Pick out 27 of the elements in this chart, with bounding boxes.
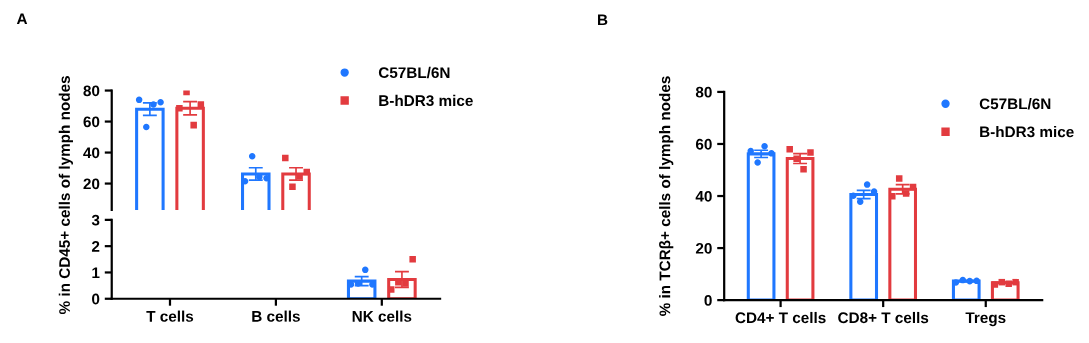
y-axis-title: % in CD45+ cells of lymph nodes [58, 76, 73, 315]
legend-label: C57BL/6N [378, 66, 450, 79]
y-tick-label: 3 [91, 214, 100, 226]
y-tick-label: 2 [91, 241, 100, 252]
legend-label: B-hDR3 mice [980, 126, 1074, 138]
y-tick-label: 20 [83, 178, 100, 190]
y-tick-label: 0 [92, 293, 100, 305]
y-tick-label: 60 [695, 138, 712, 150]
y-tick-label: 80 [83, 85, 100, 97]
legend-label: B-hDR3 mice [379, 94, 473, 107]
y-tick-label: 1 [92, 267, 100, 278]
y-tick-label: 20 [695, 242, 712, 254]
y-axis-title: % in TCRβ+ cells of lymph nodes [659, 76, 674, 316]
x-tick-label: CD8+ T cells [838, 311, 929, 324]
y-tick-label: 60 [83, 116, 100, 128]
x-tick-label: CD4+ T cells [735, 311, 826, 324]
y-tick-label: 40 [695, 190, 712, 202]
chart-title: B [598, 14, 608, 26]
x-tick-label: T cells [146, 310, 194, 322]
x-tick-label: Tregs [965, 312, 1006, 327]
x-tick-label: NK cells [352, 310, 412, 322]
chart-title: A [16, 13, 28, 25]
y-tick-label: 40 [83, 147, 100, 159]
y-tick-label: 0 [704, 294, 712, 306]
legend-label: C57BL/6N [979, 98, 1051, 110]
y-tick-label: 80 [695, 86, 712, 98]
x-tick-label: B cells [252, 310, 300, 322]
